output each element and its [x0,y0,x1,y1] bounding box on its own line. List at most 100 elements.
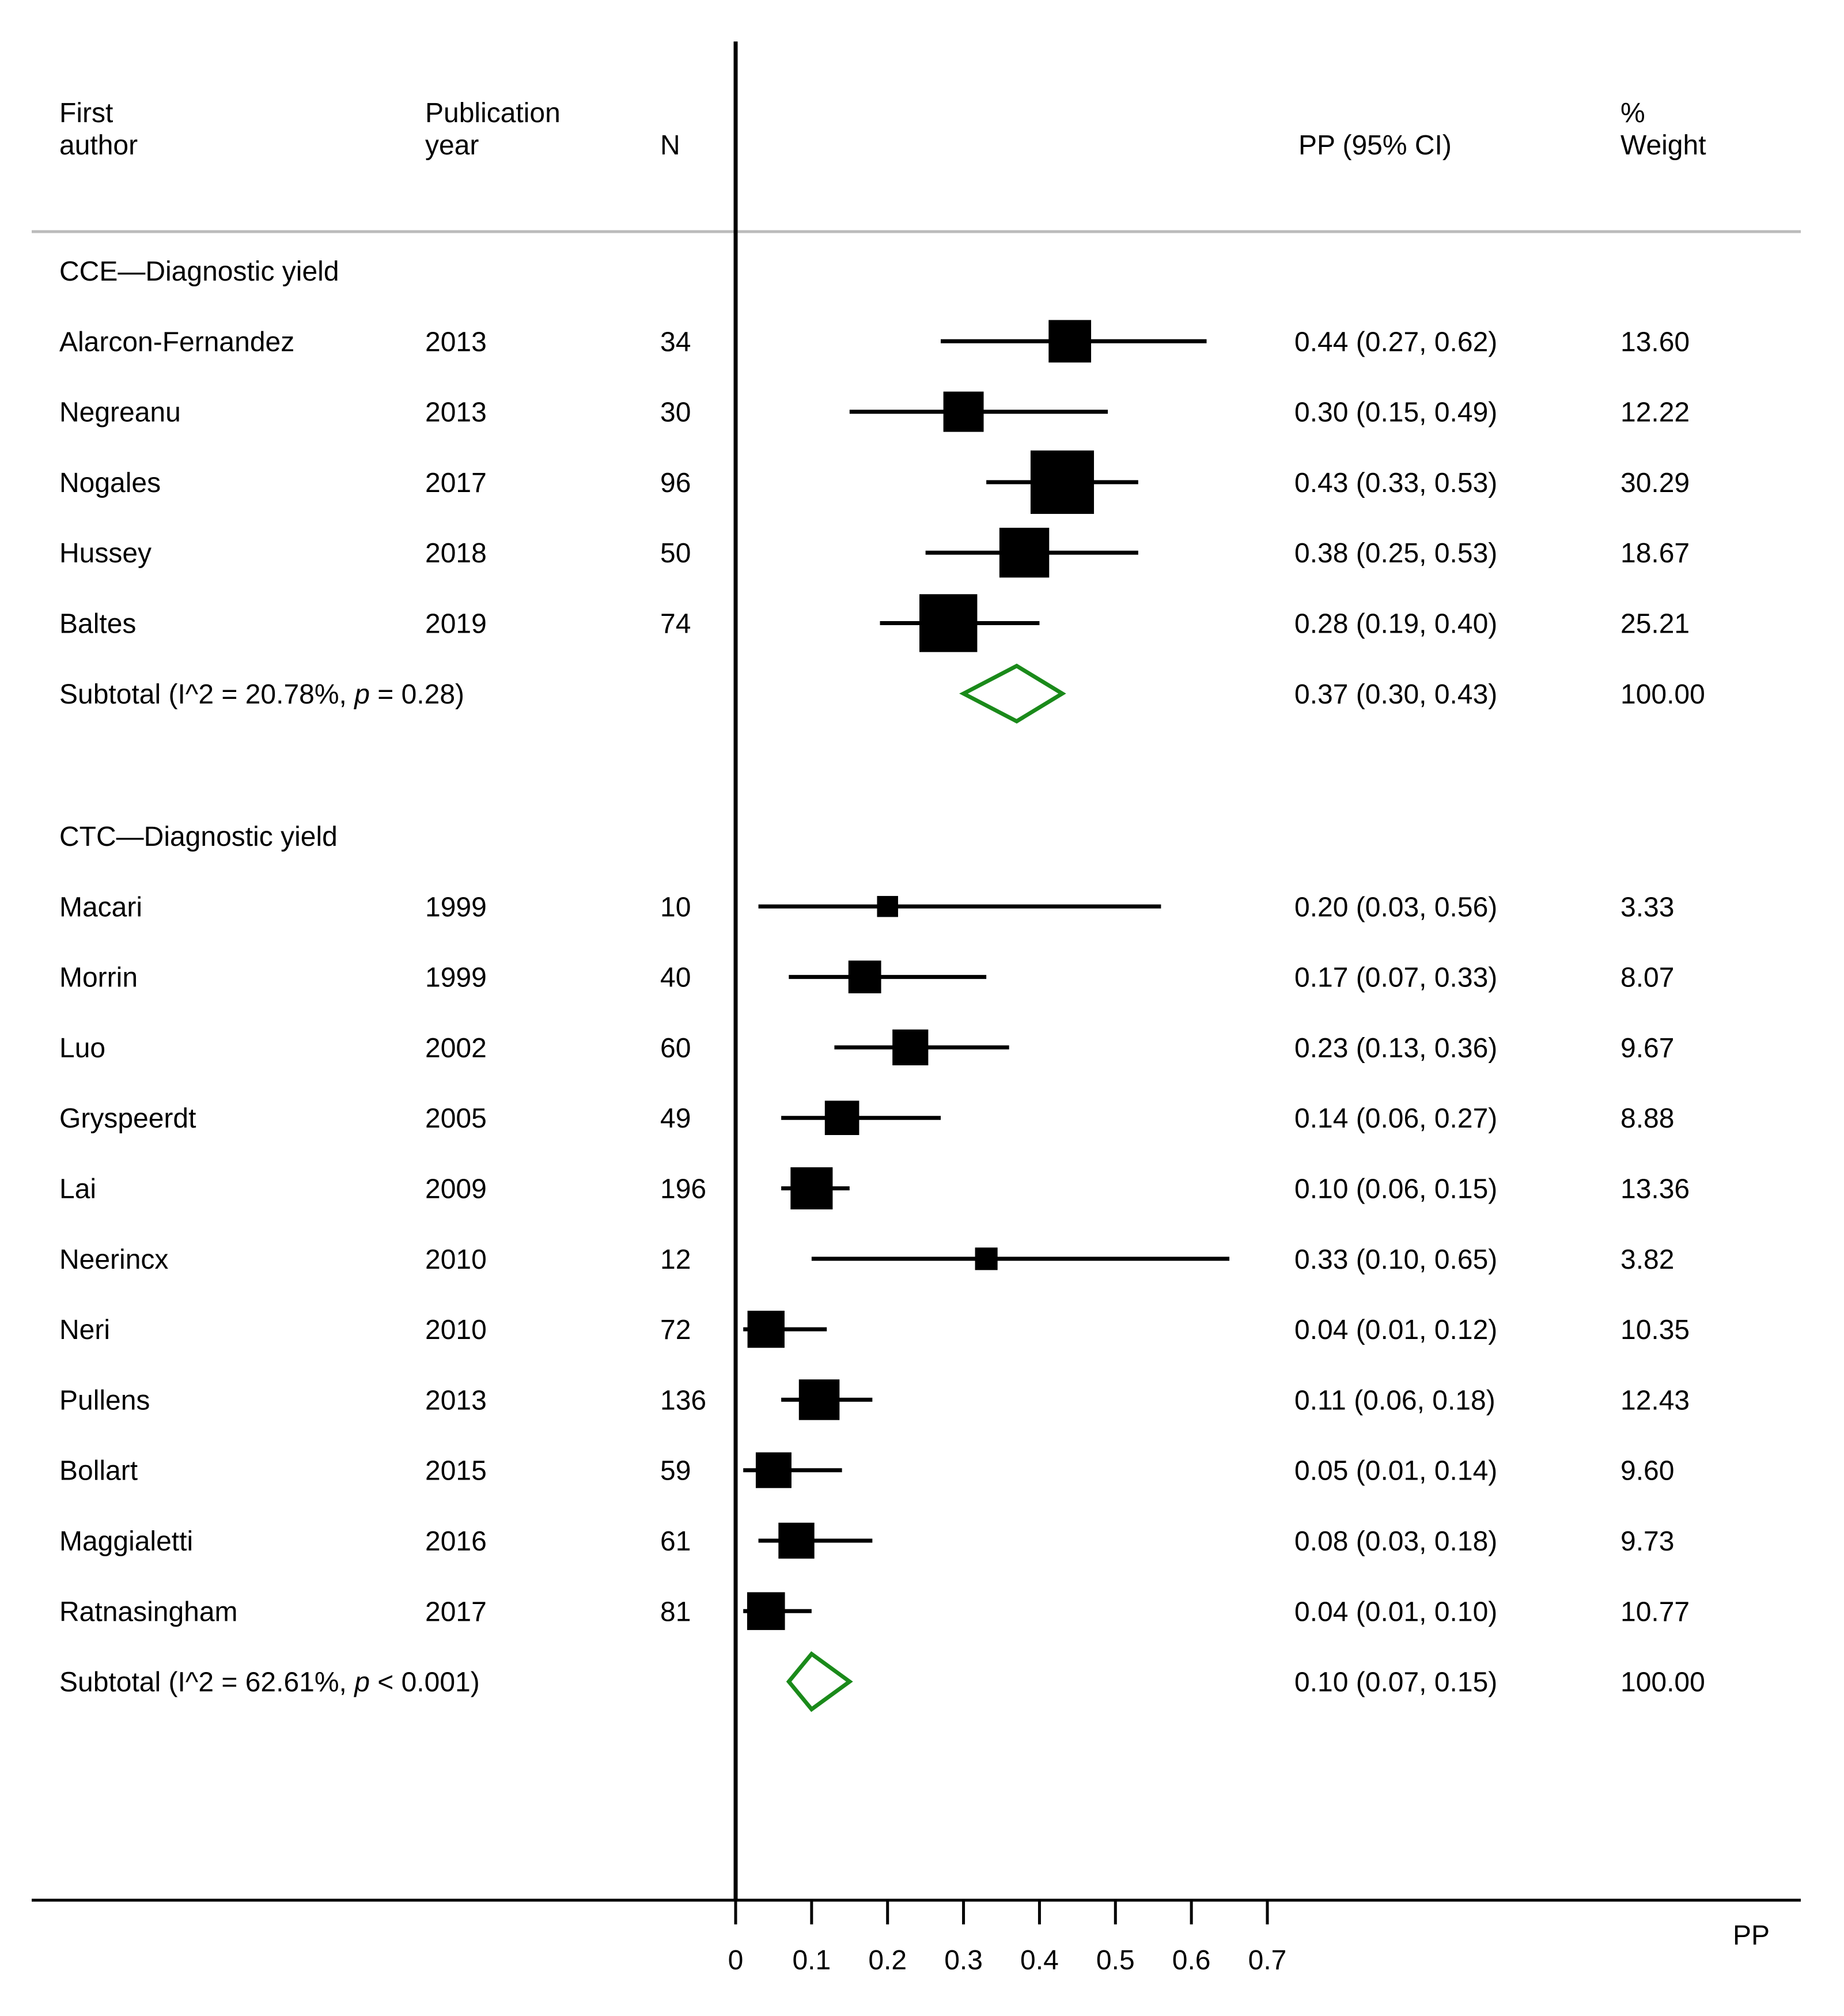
study-author: Nogales [59,468,161,498]
x-tick-label: 0.7 [1248,1945,1287,1976]
x-tick-label: 0.4 [1020,1945,1059,1976]
point-estimate-square [877,896,898,917]
point-estimate-square [975,1247,998,1270]
point-estimate-square [919,594,978,652]
x-axis-ticks: 0 0.1 0.2 0.3 0.4 0.5 0.6 0.7 [728,1900,1287,1976]
study-author: Neerincx [59,1245,168,1275]
point-estimate-square [790,1167,833,1210]
study-n: 136 [660,1385,706,1416]
study-year: 2016 [425,1526,487,1557]
study-estimate: 0.04 (0.01, 0.10) [1294,1597,1497,1627]
x-axis-label: PP [1733,1920,1770,1951]
point-estimate-square [1030,450,1095,514]
study-n: 49 [660,1103,691,1134]
study-author: Morrin [59,963,138,993]
study-weight: 9.60 [1620,1456,1674,1487]
study-author: Alarcon-Fernandez [59,327,294,357]
study-year: 2017 [425,1597,487,1627]
point-estimate-square [943,391,984,432]
x-tick-label: 0.3 [944,1945,983,1976]
study-author: Ratnasingham [59,1597,238,1627]
point-estimate-square [1048,320,1092,363]
point-estimate-square [755,1452,792,1488]
study-estimate: 0.33 (0.10, 0.65) [1294,1245,1497,1275]
study-weight: 3.82 [1620,1245,1674,1275]
study-estimate: 0.38 (0.25, 0.53) [1294,538,1497,569]
study-year: 2002 [425,1033,487,1064]
study-author: Maggialetti [59,1526,193,1557]
study-weight: 13.60 [1620,327,1690,357]
study-estimate: 0.11 (0.06, 0.18) [1294,1385,1495,1416]
study-estimate: 0.44 (0.27, 0.62) [1294,327,1497,357]
x-tick-label: 0.6 [1172,1945,1211,1976]
study-author: Neri [59,1315,110,1345]
study-author: Pullens [59,1385,150,1416]
study-n: 12 [660,1245,691,1275]
study-weight: 12.43 [1620,1385,1690,1416]
x-tick-label: 0.5 [1096,1945,1135,1976]
study-weight: 10.77 [1620,1597,1690,1627]
study-estimate: 0.17 (0.07, 0.33) [1294,963,1497,993]
header-author-line1: First [59,98,113,128]
header-year-line2: year [425,130,479,161]
study-estimate: 0.10 (0.06, 0.15) [1294,1174,1497,1205]
study-author: Hussey [59,538,152,569]
point-estimate-square [999,527,1050,578]
header-weight-line2: Weight [1620,130,1706,161]
study-n: 59 [660,1456,691,1487]
study-estimate: 0.28 (0.19, 0.40) [1294,609,1497,640]
x-tick-label: 0 [728,1945,744,1976]
study-weight: 10.35 [1620,1315,1690,1345]
subtotal-label: Subtotal (I^2 = 62.61%, p < 0.001) [59,1667,480,1698]
study-author: Baltes [59,609,136,640]
study-year: 2018 [425,538,487,569]
study-weight: 18.67 [1620,538,1690,569]
study-weight: 13.36 [1620,1174,1690,1205]
study-year: 2013 [425,1385,487,1416]
study-year: 2010 [425,1315,487,1345]
study-year: 2013 [425,398,487,428]
study-weight: 9.67 [1620,1033,1674,1064]
header-year-line1: Publication [425,98,561,128]
study-year: 2010 [425,1245,487,1275]
study-author: Gryspeerdt [59,1103,196,1134]
x-tick-label: 0.2 [868,1945,907,1976]
header-author-line2: author [59,130,138,161]
study-n: 81 [660,1597,691,1627]
subtotal-weight: 100.00 [1620,1667,1705,1698]
study-author: Negreanu [59,398,181,428]
study-weight: 3.33 [1620,892,1674,922]
study-n: 10 [660,892,691,922]
study-n: 60 [660,1033,691,1064]
study-year: 2009 [425,1174,487,1205]
group-title: CCE—Diagnostic yield [59,256,339,287]
group-title: CTC—Diagnostic yield [59,822,338,852]
study-author: Macari [59,892,142,922]
study-estimate: 0.14 (0.06, 0.27) [1294,1103,1497,1134]
subtotal-diamond [786,1651,853,1712]
study-n: 40 [660,963,691,993]
study-n: 96 [660,468,691,498]
study-weight: 8.07 [1620,963,1674,993]
subtotal-diamond [959,663,1066,724]
study-n: 74 [660,609,691,640]
study-estimate: 0.08 (0.03, 0.18) [1294,1526,1497,1557]
study-estimate: 0.20 (0.03, 0.56) [1294,892,1497,922]
study-year: 1999 [425,892,487,922]
study-year: 2017 [425,468,487,498]
header-estimate: PP (95% CI) [1298,130,1452,161]
study-rows: CCE—Diagnostic yield Alarcon-Fernandez 201… [59,256,1705,1712]
study-n: 72 [660,1315,691,1345]
study-n: 196 [660,1174,706,1205]
point-estimate-square [747,1592,785,1631]
header-n: N [660,130,680,161]
subtotal-estimate: 0.37 (0.30, 0.43) [1294,679,1497,710]
study-author: Lai [59,1174,96,1205]
study-estimate: 0.05 (0.01, 0.14) [1294,1456,1497,1487]
study-n: 50 [660,538,691,569]
study-year: 2005 [425,1103,487,1134]
subtotal-label: Subtotal (I^2 = 20.78%, p = 0.28) [59,679,464,710]
header-weight-line1: % [1620,98,1645,128]
point-estimate-square [778,1522,815,1559]
